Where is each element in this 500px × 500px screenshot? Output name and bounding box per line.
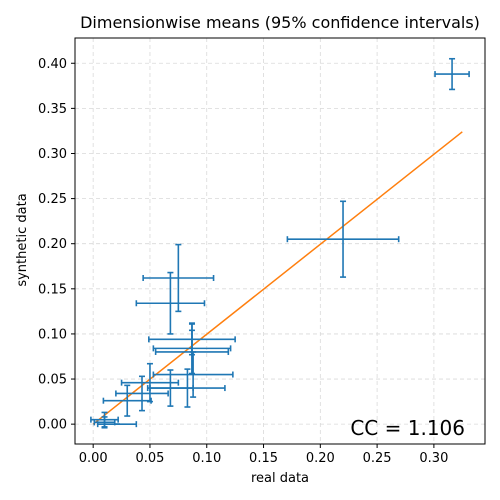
chart-title: Dimensionwise means (95% confidence inte… (80, 13, 480, 32)
fit-line (92, 131, 463, 425)
x-tick-label: 0.00 (79, 451, 108, 466)
x-tick-label: 0.10 (192, 451, 221, 466)
y-tick-label: 0.15 (38, 282, 67, 297)
x-tick-label: 0.15 (249, 451, 278, 466)
y-tick-label: 0.20 (38, 237, 67, 252)
data-point (120, 362, 180, 403)
y-tick-label: 0.40 (38, 57, 67, 72)
plot-frame (74, 37, 486, 445)
error-bar-points (90, 57, 470, 429)
y-tick-label: 0.00 (38, 418, 67, 433)
data-point (286, 200, 400, 278)
x-axis-ticks: 0.00 0.05 0.10 0.15 0.20 0.25 0.30 (79, 444, 448, 466)
data-point (152, 351, 234, 398)
y-axis-label: synthetic data (15, 193, 30, 286)
y-tick-label: 0.35 (38, 102, 67, 117)
x-tick-label: 0.25 (363, 451, 392, 466)
data-point (146, 369, 194, 407)
y-tick-label: 0.25 (38, 192, 67, 207)
y-tick-label: 0.10 (38, 327, 67, 342)
data-point (434, 57, 470, 91)
data-point (142, 243, 215, 313)
y-axis-ticks: 0.00 0.05 0.10 0.15 0.20 0.25 0.30 0.35 0.40 (38, 57, 75, 433)
data-point (135, 271, 206, 335)
x-tick-label: 0.05 (135, 451, 164, 466)
data-point (115, 375, 169, 412)
x-tick-label: 0.30 (419, 451, 448, 466)
x-axis-label: real data (251, 471, 309, 486)
data-point (102, 384, 152, 417)
x-tick-label: 0.20 (306, 451, 335, 466)
y-tick-label: 0.05 (38, 373, 67, 388)
data-point (93, 416, 116, 429)
cc-annotation: CC = 1.106 (350, 416, 465, 440)
y-tick-label: 0.30 (38, 147, 67, 162)
grid (75, 38, 485, 444)
